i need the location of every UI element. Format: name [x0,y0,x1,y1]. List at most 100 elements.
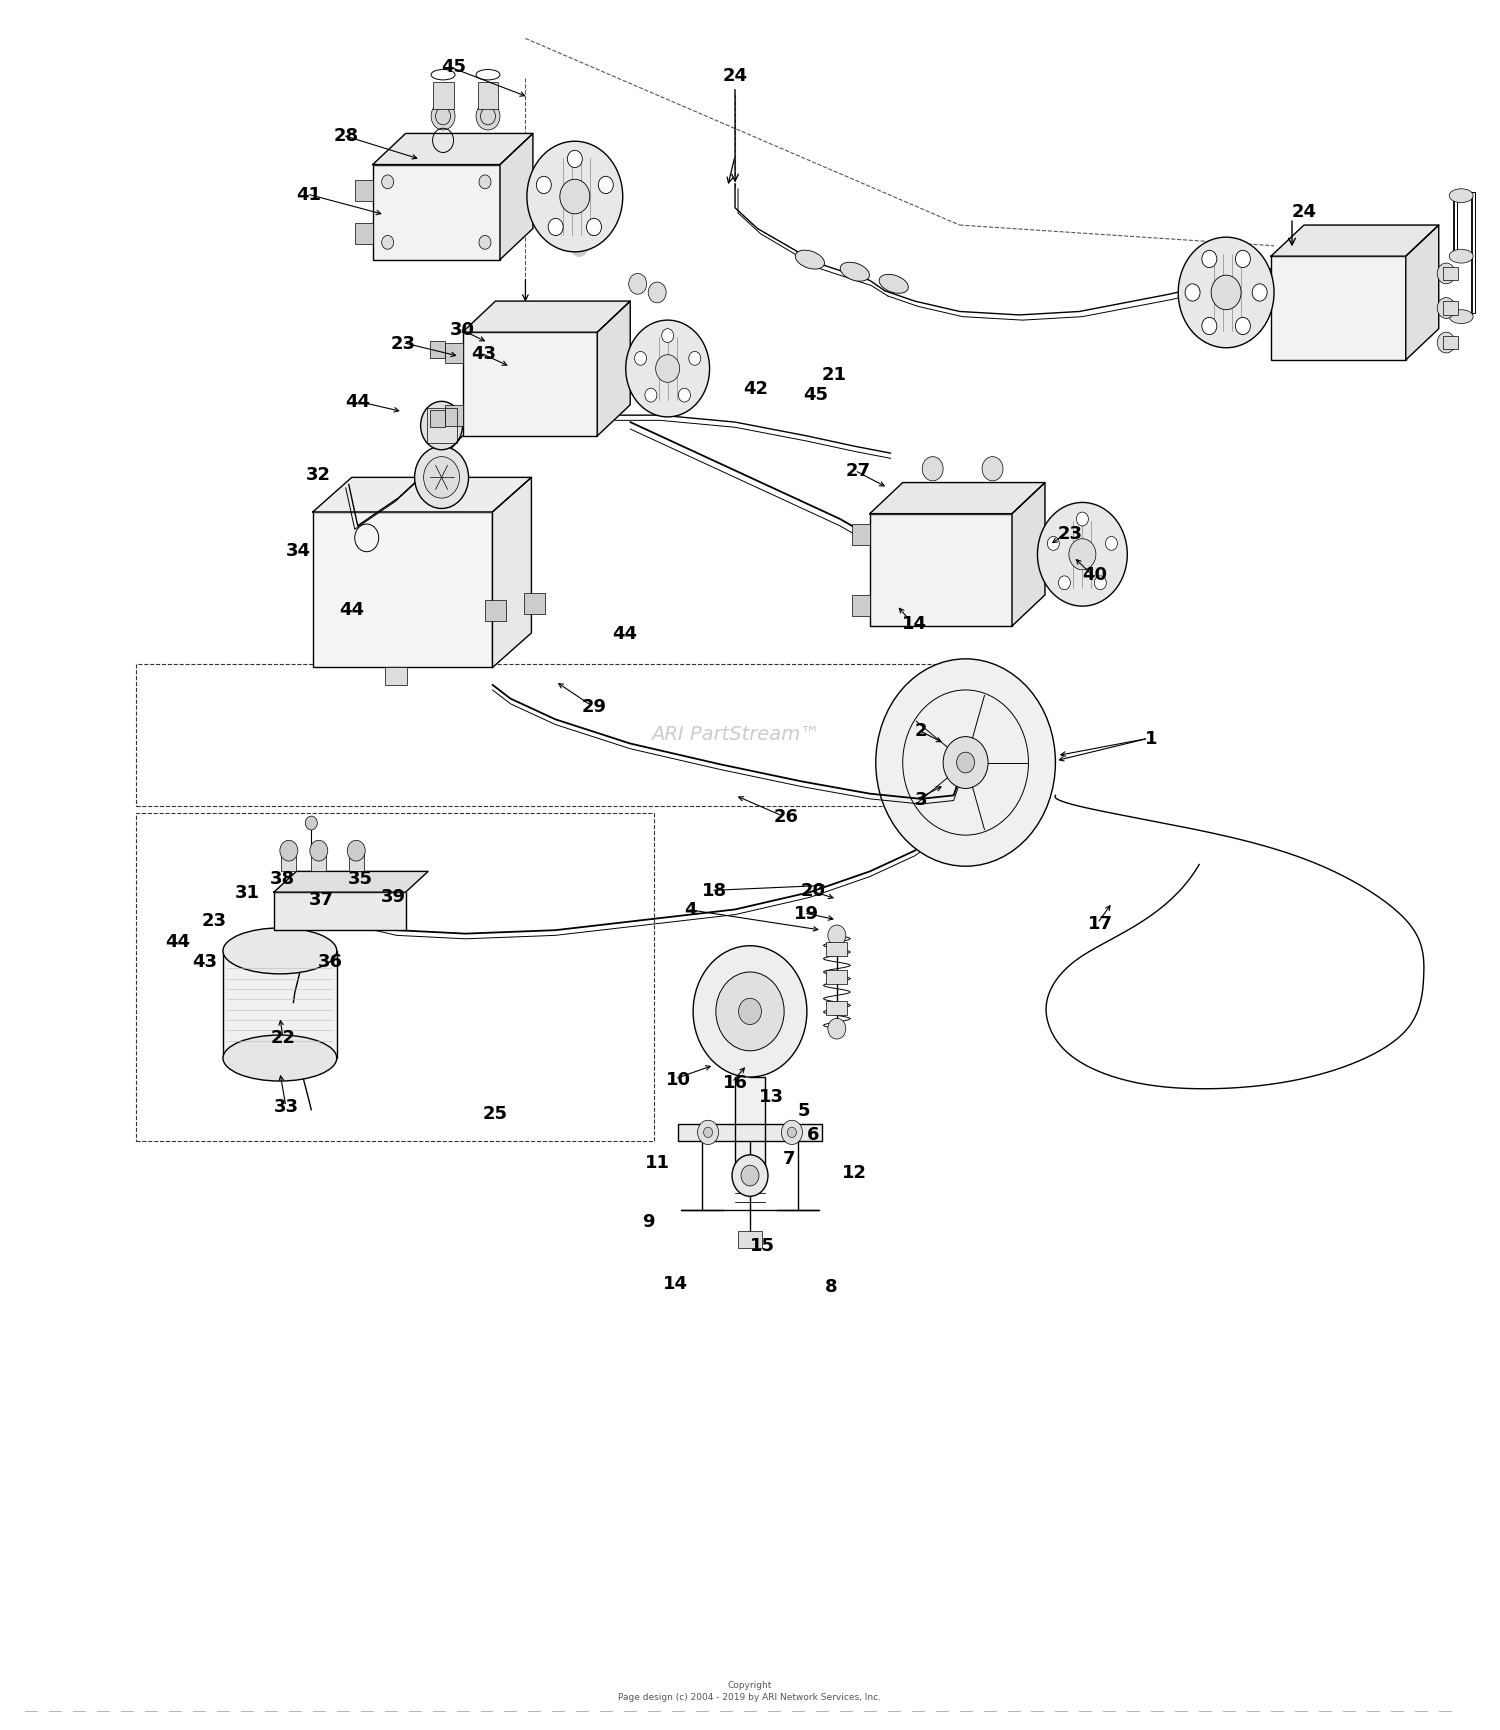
Bar [870,514,1012,626]
Text: 44: 44 [339,600,364,618]
Text: 34: 34 [285,541,310,559]
Text: 2: 2 [915,721,927,739]
Text: 38: 38 [270,870,296,887]
Bar [1270,258,1406,360]
Circle shape [1202,318,1216,336]
Circle shape [1059,576,1071,590]
Text: 33: 33 [273,1099,298,1116]
Text: Copyright
Page design (c) 2004 - 2019 by ARI Network Services, Inc.: Copyright Page design (c) 2004 - 2019 by… [618,1680,882,1701]
Circle shape [678,389,690,403]
Text: 19: 19 [795,905,819,922]
Text: 23: 23 [201,912,226,929]
Circle shape [957,753,975,773]
Ellipse shape [840,263,870,282]
Circle shape [476,104,500,131]
Bar [432,83,453,111]
Text: 39: 39 [381,887,406,905]
Bar [348,851,363,872]
Text: 23: 23 [390,334,416,353]
Bar [827,1002,848,1016]
Circle shape [1047,538,1059,550]
Circle shape [738,998,762,1024]
Bar [426,408,456,443]
Polygon shape [1270,227,1438,258]
Text: 26: 26 [774,808,798,825]
Text: 7: 7 [783,1150,795,1168]
Circle shape [1185,285,1200,303]
Text: 8: 8 [825,1277,837,1296]
Bar [524,593,544,614]
Text: 36: 36 [318,953,344,971]
Circle shape [828,926,846,946]
Circle shape [420,401,462,450]
Text: 17: 17 [1088,915,1113,932]
Text: 4: 4 [684,901,696,919]
Circle shape [598,176,613,194]
Bar [462,332,597,436]
Text: 25: 25 [483,1105,508,1123]
Circle shape [782,1121,802,1145]
Text: 37: 37 [309,891,334,908]
Text: 10: 10 [666,1071,690,1088]
Text: 42: 42 [744,379,768,398]
Circle shape [1236,318,1251,336]
Circle shape [1437,299,1455,320]
Ellipse shape [795,251,825,270]
Ellipse shape [879,275,909,294]
Text: 44: 44 [345,393,370,412]
Text: 12: 12 [843,1164,867,1182]
Circle shape [628,275,646,296]
Circle shape [1210,277,1240,311]
Circle shape [560,180,590,215]
Text: 32: 32 [306,465,332,484]
Text: 24: 24 [1292,202,1317,221]
Circle shape [645,389,657,403]
Bar [429,410,444,427]
Circle shape [1437,265,1455,285]
Bar [738,1232,762,1249]
Circle shape [704,1128,712,1138]
Circle shape [1202,251,1216,268]
Bar [274,893,405,931]
Circle shape [662,329,674,343]
Text: 28: 28 [333,126,358,145]
Circle shape [526,142,622,253]
Ellipse shape [1449,251,1473,265]
Text: 3: 3 [915,791,927,808]
Bar [384,668,406,685]
Bar [1443,336,1458,349]
Circle shape [741,1166,759,1187]
Bar [314,512,492,668]
Circle shape [1077,512,1089,526]
Bar [827,971,848,984]
Text: 27: 27 [846,462,870,481]
Text: 11: 11 [645,1154,669,1171]
Circle shape [430,104,454,131]
Text: 14: 14 [663,1273,687,1292]
Circle shape [306,817,318,830]
Bar [678,1124,822,1142]
Text: 29: 29 [582,697,608,714]
Polygon shape [314,477,531,512]
Circle shape [1070,540,1096,571]
Bar [444,405,462,426]
Text: 6: 6 [807,1126,819,1144]
Circle shape [788,1128,796,1138]
Circle shape [828,1019,846,1040]
Text: 13: 13 [759,1088,783,1105]
Text: 9: 9 [642,1211,654,1230]
Circle shape [648,284,666,304]
Circle shape [414,446,468,509]
Polygon shape [500,135,532,261]
Polygon shape [462,303,630,332]
Ellipse shape [1449,190,1473,204]
Circle shape [1437,332,1455,353]
Circle shape [693,946,807,1078]
Circle shape [1252,285,1268,303]
Circle shape [656,355,680,382]
Bar [136,813,654,1142]
Polygon shape [597,303,630,436]
Polygon shape [1406,227,1438,360]
Text: 24: 24 [723,67,747,85]
Polygon shape [870,483,1046,514]
